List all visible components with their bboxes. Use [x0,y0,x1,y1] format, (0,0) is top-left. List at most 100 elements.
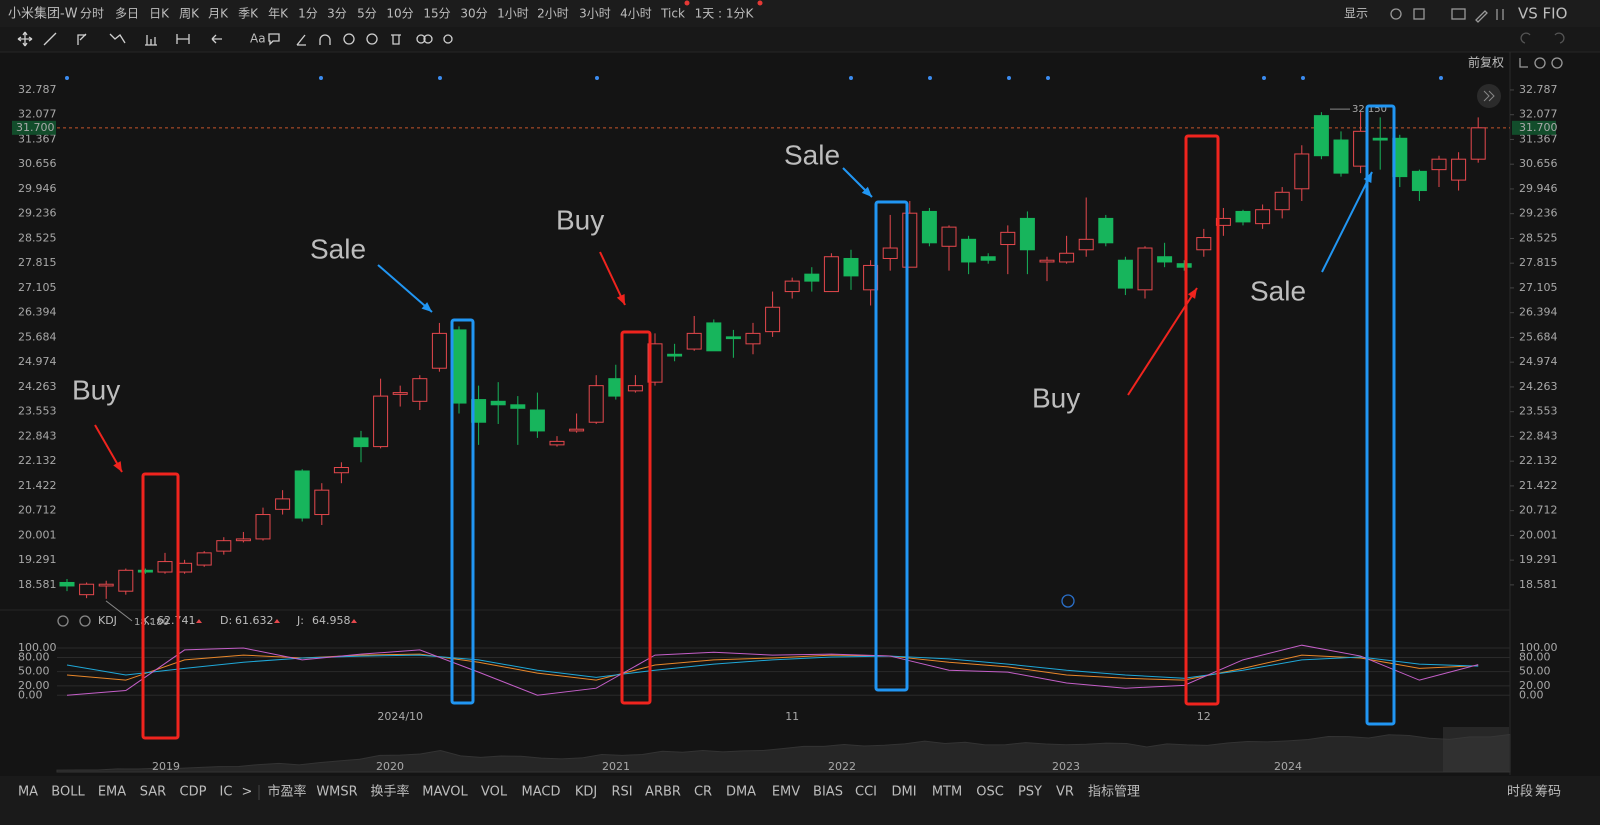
indicator-tab[interactable]: MACD [522,785,561,800]
draw[interactable] [1475,10,1488,23]
indicator-tab[interactable]: PSY [1018,785,1042,800]
indicator-manage[interactable]: 指标管理 [1088,785,1140,800]
comment-tool[interactable] [268,33,280,46]
period-tab[interactable]: Tick [660,7,685,21]
indicator-tab[interactable]: CR [694,785,712,800]
text-tool[interactable]: Aa [250,32,266,46]
event-marker[interactable] [1262,76,1266,80]
period-tab[interactable]: 周K [179,7,200,21]
arrow-tool[interactable] [211,34,222,44]
kdj-close[interactable] [79,615,91,627]
y-tick-label: 32.787 [1519,83,1558,96]
indicator-tab[interactable]: BIAS [813,785,843,800]
indicator-tab[interactable]: 换手率 [370,784,409,800]
magnet-tool[interactable] [319,34,331,45]
reset-view[interactable] [1519,58,1528,68]
compare[interactable]: VS FIO [1518,5,1567,23]
period-tab[interactable]: 月K [208,7,229,21]
eye-tool[interactable] [343,33,355,45]
period-tab[interactable]: 2小时 [537,7,569,21]
indicator-tab[interactable]: SAR [140,785,166,800]
symbol[interactable]: 小米集团-W [8,6,78,22]
link-tool[interactable] [416,34,426,44]
period-tab[interactable]: 分时 [80,7,104,21]
hide-tool[interactable] [366,33,378,45]
indicator-tab[interactable]: IC [220,785,233,800]
period-tab[interactable]: 10分 [386,7,413,21]
bottom-right-tab[interactable]: 时段 [1507,785,1533,800]
indicator-tab[interactable]: MAVOL [422,785,468,800]
event-marker[interactable] [1301,76,1305,80]
indicator-tab[interactable]: CCI [855,785,877,800]
zoom-out[interactable] [1534,57,1546,69]
indicator-tab[interactable]: MTM [932,785,962,800]
channel-tool[interactable] [77,33,87,45]
event-marker[interactable] [319,76,323,80]
bottom-right-tab[interactable]: 筹码 [1535,784,1561,800]
event-marker[interactable] [65,76,69,80]
event-marker[interactable] [1439,76,1443,80]
period-tab[interactable]: 日K [149,7,170,21]
display-menu[interactable]: 显示 [1344,7,1368,21]
indicator-tab[interactable]: EMA [98,785,126,800]
adjust-mode[interactable]: 前复权 [1468,55,1504,70]
event-marker[interactable] [1007,76,1011,80]
period-tab[interactable]: 季K [238,7,259,21]
pattern-tool[interactable] [109,33,126,44]
kdj-settings[interactable] [57,615,69,627]
indicator-tab[interactable]: 市盈率 [267,784,306,800]
period-tab[interactable]: 30分 [460,7,487,21]
measure-tool[interactable] [176,34,190,44]
event-icon[interactable] [1061,594,1075,608]
indicator-tab[interactable]: WMSR [316,785,357,800]
event-marker[interactable] [849,76,853,80]
period-tab[interactable]: 3分 [327,7,347,21]
candle-body [529,409,545,432]
period-tab[interactable]: 5分 [357,7,377,21]
period-tab[interactable]: 15分 [423,7,450,21]
screenshot[interactable] [1451,8,1466,20]
navigator-window[interactable] [1443,727,1509,772]
line-tool[interactable] [43,32,57,46]
settings[interactable] [1390,8,1402,20]
indicator-tab[interactable]: EMV [772,785,800,800]
event-marker[interactable] [928,76,932,80]
indicator-tab[interactable]: OSC [976,785,1004,800]
fib-tool[interactable] [145,35,157,46]
undo[interactable] [1520,32,1531,44]
layout[interactable] [1413,8,1425,20]
candle-body [412,378,428,402]
fullscreen[interactable] [1496,9,1504,20]
period-tab[interactable]: 3小时 [579,7,611,21]
event-marker[interactable] [438,76,442,80]
indicator-tab[interactable]: CDP [180,785,207,800]
indicator-tab[interactable]: RSI [611,785,632,800]
event-marker[interactable] [595,76,599,80]
indicator-tab[interactable]: > [242,785,253,800]
period-tab[interactable]: 4小时 [620,7,652,21]
angle-tool[interactable] [296,34,306,46]
delete-tool[interactable] [391,34,401,45]
indicator-tab[interactable]: BOLL [51,785,85,800]
y-tick-label: 30.656 [1519,157,1558,170]
indicator-tab[interactable]: DMA [726,785,756,800]
period-tab[interactable]: 1小时 [497,7,529,21]
indicator-tab[interactable]: ARBR [645,785,681,800]
indicator-tab[interactable]: VR [1056,785,1074,800]
indicator-tab[interactable]: DMI [891,785,916,800]
y-tick-label: 20.712 [18,504,57,517]
indicator-tab[interactable]: MA [18,785,38,800]
event-marker[interactable] [1046,76,1050,80]
indicator-tab[interactable]: KDJ [575,785,597,800]
period-tab[interactable]: 1天 : 1分K [695,7,755,21]
period-tab[interactable]: 1分 [298,7,318,21]
move-tool[interactable] [17,31,33,47]
period-tab[interactable]: 年K [268,7,289,21]
indicator-tab[interactable]: VOL [481,785,508,800]
navigator-label: 2024 [1274,760,1302,773]
settings-tool[interactable] [443,34,453,44]
period-tab[interactable]: 多日 [115,7,139,21]
redo[interactable] [1554,32,1565,44]
zoom-in[interactable] [1551,57,1563,69]
